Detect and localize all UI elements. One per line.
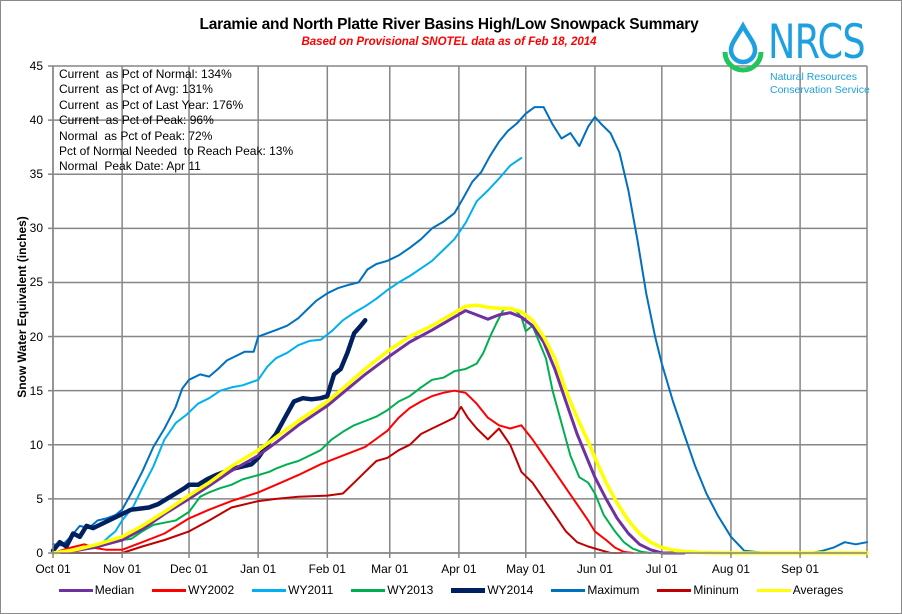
stat-pct-avg: Current as Pct of Avg: 131% — [59, 82, 213, 97]
legend-swatch — [756, 588, 791, 592]
legend-item-wy2002: WY2002 — [152, 583, 234, 597]
x-tick-label: Sep 01 — [781, 562, 820, 576]
legend-label: WY2002 — [188, 583, 235, 597]
chart-subtitle-text: Based on Provisional SNOTEL data as of F… — [301, 36, 597, 48]
x-tick-label: Oct 01 — [35, 562, 71, 576]
y-tick-label: 40 — [29, 113, 43, 128]
stats-annotation: Current as Pct of Normal: 134% Current a… — [59, 67, 293, 175]
legend-item-wy2014: WY2014 — [451, 583, 533, 597]
legend-label: WY2013 — [387, 583, 434, 597]
x-tick-label: Aug 01 — [711, 562, 750, 576]
y-tick-label: 5 — [36, 491, 43, 506]
y-axis-label: Snow Water Equivalent (inches) — [15, 216, 29, 398]
y-tick-label: 20 — [29, 329, 43, 344]
legend-item-wy2011: WY2011 — [252, 583, 333, 597]
series-maximum — [52, 106, 868, 554]
legend-label: Mininum — [693, 583, 739, 597]
x-tick-label: Jan 01 — [240, 562, 277, 576]
axes — [48, 65, 867, 558]
logo-line-2: Conservation Service — [770, 83, 870, 96]
y-tick-label: 15 — [29, 383, 43, 398]
x-tick-label: Mar 01 — [371, 562, 409, 576]
stat-pct-peak: Current as Pct of Peak: 96% — [59, 113, 214, 128]
series-mininum — [52, 405, 623, 554]
y-tick-label: 10 — [29, 437, 43, 452]
chart-title-text: Laramie and North Platte River Basins Hi… — [199, 16, 699, 33]
stat-pct-last-year: Current as Pct of Last Year: 176% — [59, 97, 244, 112]
nrcs-logo-text: NRCS — [768, 15, 866, 70]
legend-item-median: Median — [58, 583, 135, 597]
legend-label: Maximum — [587, 583, 640, 597]
water-drop-icon — [722, 21, 764, 73]
legend-swatch — [58, 588, 93, 592]
legend-label: WY2011 — [288, 583, 334, 597]
x-tick-label: Apr 01 — [441, 562, 477, 576]
legend-swatch — [551, 588, 586, 592]
logo-line-1: Natural Resources — [770, 71, 857, 83]
legend-swatch — [451, 587, 486, 593]
y-tick-label: 30 — [29, 221, 43, 236]
legend-item-wy2013: WY2013 — [351, 583, 433, 597]
legend-label: Median — [94, 583, 135, 597]
x-tick-label: May 01 — [506, 562, 546, 576]
series-group — [50, 106, 869, 555]
chart-subtitle: Based on Provisional SNOTEL data as of F… — [0, 36, 902, 48]
legend-label: WY2014 — [487, 583, 534, 597]
legend-item-mininum: Mininum — [657, 583, 739, 597]
y-tick-label: 25 — [29, 275, 43, 290]
series-averages — [51, 303, 869, 555]
x-tick-label: Nov 01 — [103, 562, 142, 576]
stat-pct-needed: Pct of Normal Needed to Reach Peak: 13% — [59, 144, 294, 159]
y-tick-label: 45 — [29, 59, 43, 73]
x-tick-label: Dec 01 — [170, 562, 209, 576]
legend-swatch — [252, 588, 287, 592]
series-wy2011 — [52, 157, 523, 554]
series-wy2014 — [50, 318, 368, 554]
stat-pct-normal: Current as Pct of Normal: 134% — [59, 67, 232, 81]
legend-label: Averages — [792, 583, 844, 597]
legend-item-maximum: Maximum — [551, 583, 639, 597]
x-tick-label: Feb 01 — [308, 562, 346, 576]
y-tick-label: 0 — [36, 546, 43, 560]
nrcs-logo-subtitle: Natural Resources Conservation Service — [770, 71, 870, 96]
stat-normal-pct-peak: Normal as Pct of Peak: 72% — [59, 128, 213, 143]
legend-item-averages: Averages — [756, 583, 844, 597]
chart-title: Laramie and North Platte River Basins Hi… — [0, 16, 902, 34]
series-wy2013 — [52, 307, 652, 554]
y-tick-label: 35 — [29, 167, 43, 182]
legend-swatch — [657, 588, 692, 592]
series-median — [51, 309, 686, 555]
legend: Median WY2002 WY2011 WY2013 WY2014 Maximum Min… — [0, 583, 902, 597]
x-tick-label: Jun 01 — [576, 562, 613, 576]
legend-swatch — [152, 588, 187, 592]
legend-swatch — [351, 588, 386, 592]
series-wy2002 — [52, 389, 634, 554]
stat-peak-date: Normal Peak Date: Apr 11 — [59, 159, 201, 174]
x-tick-label: Jul 01 — [645, 562, 678, 576]
